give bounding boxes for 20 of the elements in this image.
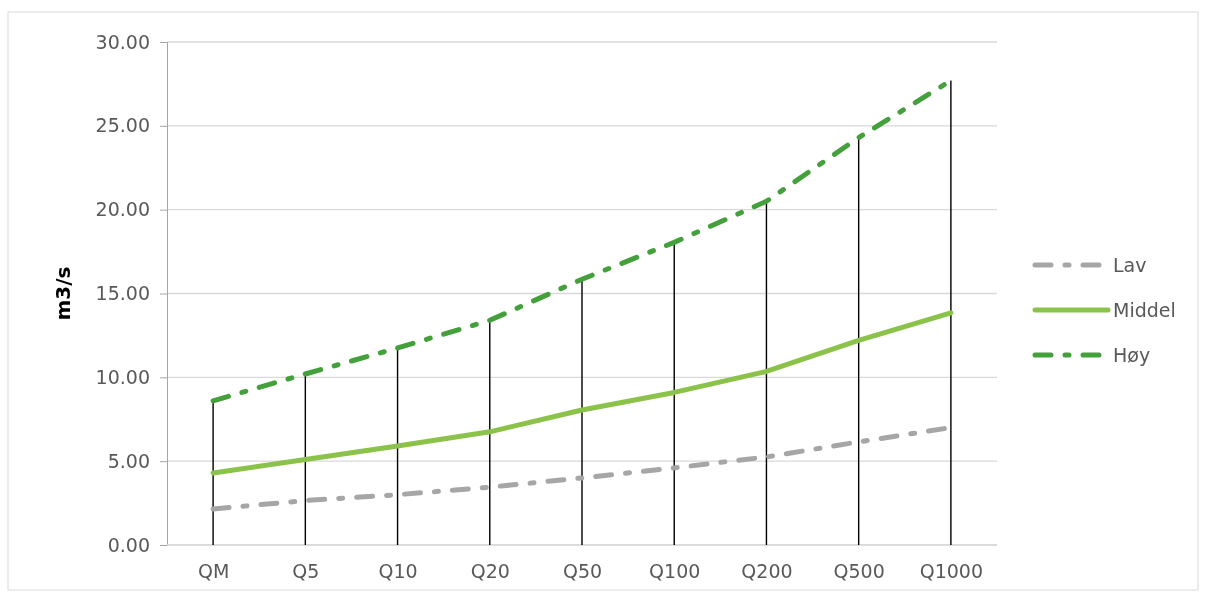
legend-label: Middel — [1113, 298, 1176, 321]
legend-label: Lav — [1113, 253, 1147, 276]
x-tick-label: Q1000 — [919, 560, 984, 583]
x-tick-label: Q5 — [292, 560, 320, 583]
x-tick-label: Q500 — [833, 560, 885, 583]
x-tick-label: Q20 — [470, 560, 510, 583]
x-tick-label: Q10 — [378, 560, 418, 583]
y-tick-label: 0.00 — [107, 533, 150, 556]
x-tick-label: Q200 — [741, 560, 793, 583]
x-tick-label: QM — [197, 560, 230, 583]
y-axis-title: m3/s — [51, 266, 75, 321]
y-tick-label: 25.00 — [95, 114, 150, 137]
x-tick-label: Q50 — [562, 560, 603, 583]
y-tick-label: 15.00 — [95, 282, 150, 305]
y-tick-label: 30.00 — [95, 30, 150, 53]
x-tick-label: Q100 — [649, 560, 701, 583]
y-tick-label: 5.00 — [107, 449, 150, 472]
y-tick-label: 10.00 — [95, 365, 150, 388]
y-tick-label: 20.00 — [95, 198, 150, 221]
legend-label: Høy — [1113, 343, 1151, 366]
